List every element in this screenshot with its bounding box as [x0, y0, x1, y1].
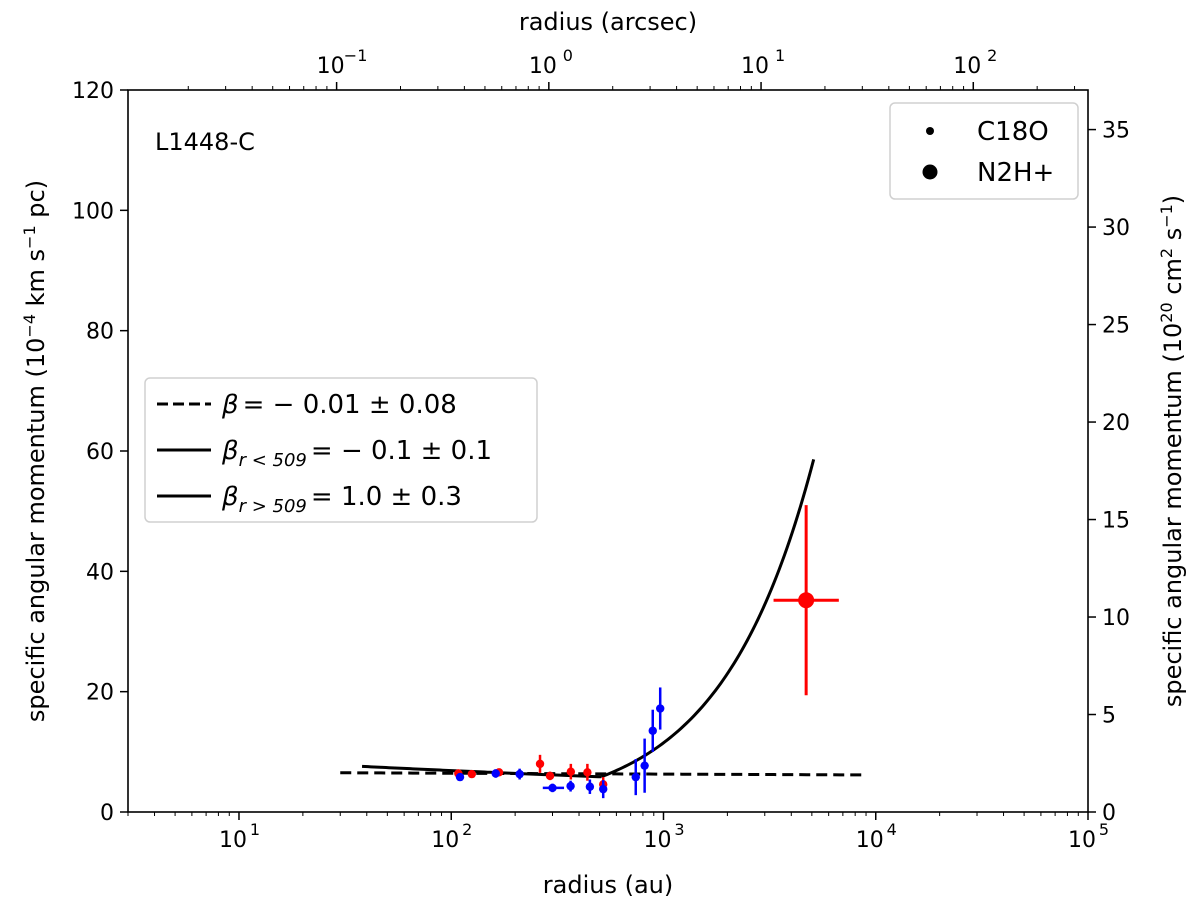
- right-tick-label: 0: [1102, 801, 1116, 826]
- c18o-data-point: [640, 761, 649, 770]
- legend-fit-outer: βr > 509 = 1.0 ± 0.3: [221, 482, 462, 517]
- y-tick-label: 120: [72, 79, 114, 104]
- panel-annotation: L1448-C: [155, 128, 255, 156]
- c18o-data-point: [566, 781, 575, 791]
- fit-line-solid-2: [600, 458, 816, 779]
- top-tick-exponent: 2: [987, 46, 997, 65]
- c18o-data-point: [491, 769, 500, 778]
- x-tick-exponent: 3: [674, 820, 684, 839]
- c18o-data-point: [535, 759, 545, 769]
- fit-line-solid-1: [361, 764, 602, 779]
- top-tick-label: 10: [953, 54, 981, 79]
- legend-label-c18o: C18O: [977, 117, 1049, 147]
- y-tick-label: 60: [86, 440, 114, 465]
- x-tick-label: 10: [219, 828, 247, 853]
- top-tick-exponent: 1: [775, 46, 785, 65]
- c18o-data-point: [515, 769, 524, 779]
- c18o-data-point: [455, 772, 465, 782]
- y-axis-title: specific angular momentum (10−4 km s−1 p…: [20, 180, 51, 722]
- c18o-data-point: [548, 783, 557, 793]
- c18o-data-point: [566, 767, 576, 776]
- right-tick-label: 20: [1102, 411, 1130, 436]
- c18o-data-point: [599, 784, 608, 794]
- c18o-data-point: [648, 726, 657, 735]
- x-axis-title: radius (au): [543, 871, 673, 899]
- y-tick-label: 40: [86, 560, 114, 585]
- x-tick-label: 10: [431, 828, 459, 853]
- c18o-data-point: [585, 782, 595, 791]
- y-tick-label: 80: [86, 320, 114, 345]
- legend-marker-large: [922, 164, 938, 180]
- c18o-data-point: [583, 768, 592, 777]
- x-tick-exponent: 1: [250, 820, 260, 839]
- fit-legend-box: [144, 377, 538, 523]
- top-tick-label: 10: [741, 54, 769, 79]
- legend-fit-all: β = − 0.01 ± 0.08: [221, 390, 457, 420]
- c18o-data-point: [656, 704, 665, 713]
- n2h-data-point: [798, 592, 815, 609]
- right-tick-label: 25: [1102, 314, 1130, 339]
- axes-layer: 10 1 10 2 10 3 10 4 10 510 −1 10 0 10 1 10 2020406080100…: [72, 46, 1130, 853]
- data-points-layer: [454, 505, 839, 799]
- fit-legend: β = − 0.01 ± 0.08 βr < 509 = − 0.1 ± 0.1 β…: [144, 377, 538, 523]
- fit-line-dashed: [340, 771, 867, 777]
- x-tick-label: 10: [1068, 828, 1096, 853]
- top-tick-exponent: 0: [563, 46, 573, 65]
- marker-legend-box: [889, 102, 1079, 200]
- x-tick-exponent: 5: [1099, 820, 1109, 839]
- right-tick-label: 5: [1102, 704, 1116, 729]
- legend-marker-small: [926, 127, 934, 135]
- top-tick-exponent: −1: [344, 46, 368, 65]
- right-axis-title: specific angular momentum (1020 cm2 s−1): [1157, 195, 1188, 707]
- c18o-data-point: [545, 771, 555, 781]
- top-axis-title: radius (arcsec): [519, 8, 697, 36]
- y-tick-label: 20: [86, 681, 114, 706]
- top-tick-label: 10: [529, 54, 557, 79]
- x-tick-label: 10: [856, 828, 884, 853]
- right-tick-label: 30: [1102, 216, 1130, 241]
- right-tick-label: 35: [1102, 119, 1130, 144]
- legend-label-n2h: N2H+: [977, 158, 1054, 188]
- marker-legend: C18O N2H+: [889, 102, 1079, 200]
- right-tick-label: 10: [1102, 606, 1130, 631]
- c18o-data-point: [467, 769, 477, 779]
- x-tick-exponent: 2: [462, 820, 472, 839]
- x-tick-exponent: 4: [887, 820, 897, 839]
- y-tick-label: 0: [100, 801, 114, 826]
- legend-fit-inner: βr < 509 = − 0.1 ± 0.1: [221, 436, 492, 471]
- x-tick-label: 10: [643, 828, 671, 853]
- top-tick-label: 10: [317, 54, 345, 79]
- y-tick-label: 100: [72, 199, 114, 224]
- right-tick-label: 15: [1102, 509, 1130, 534]
- c18o-data-point: [631, 772, 640, 782]
